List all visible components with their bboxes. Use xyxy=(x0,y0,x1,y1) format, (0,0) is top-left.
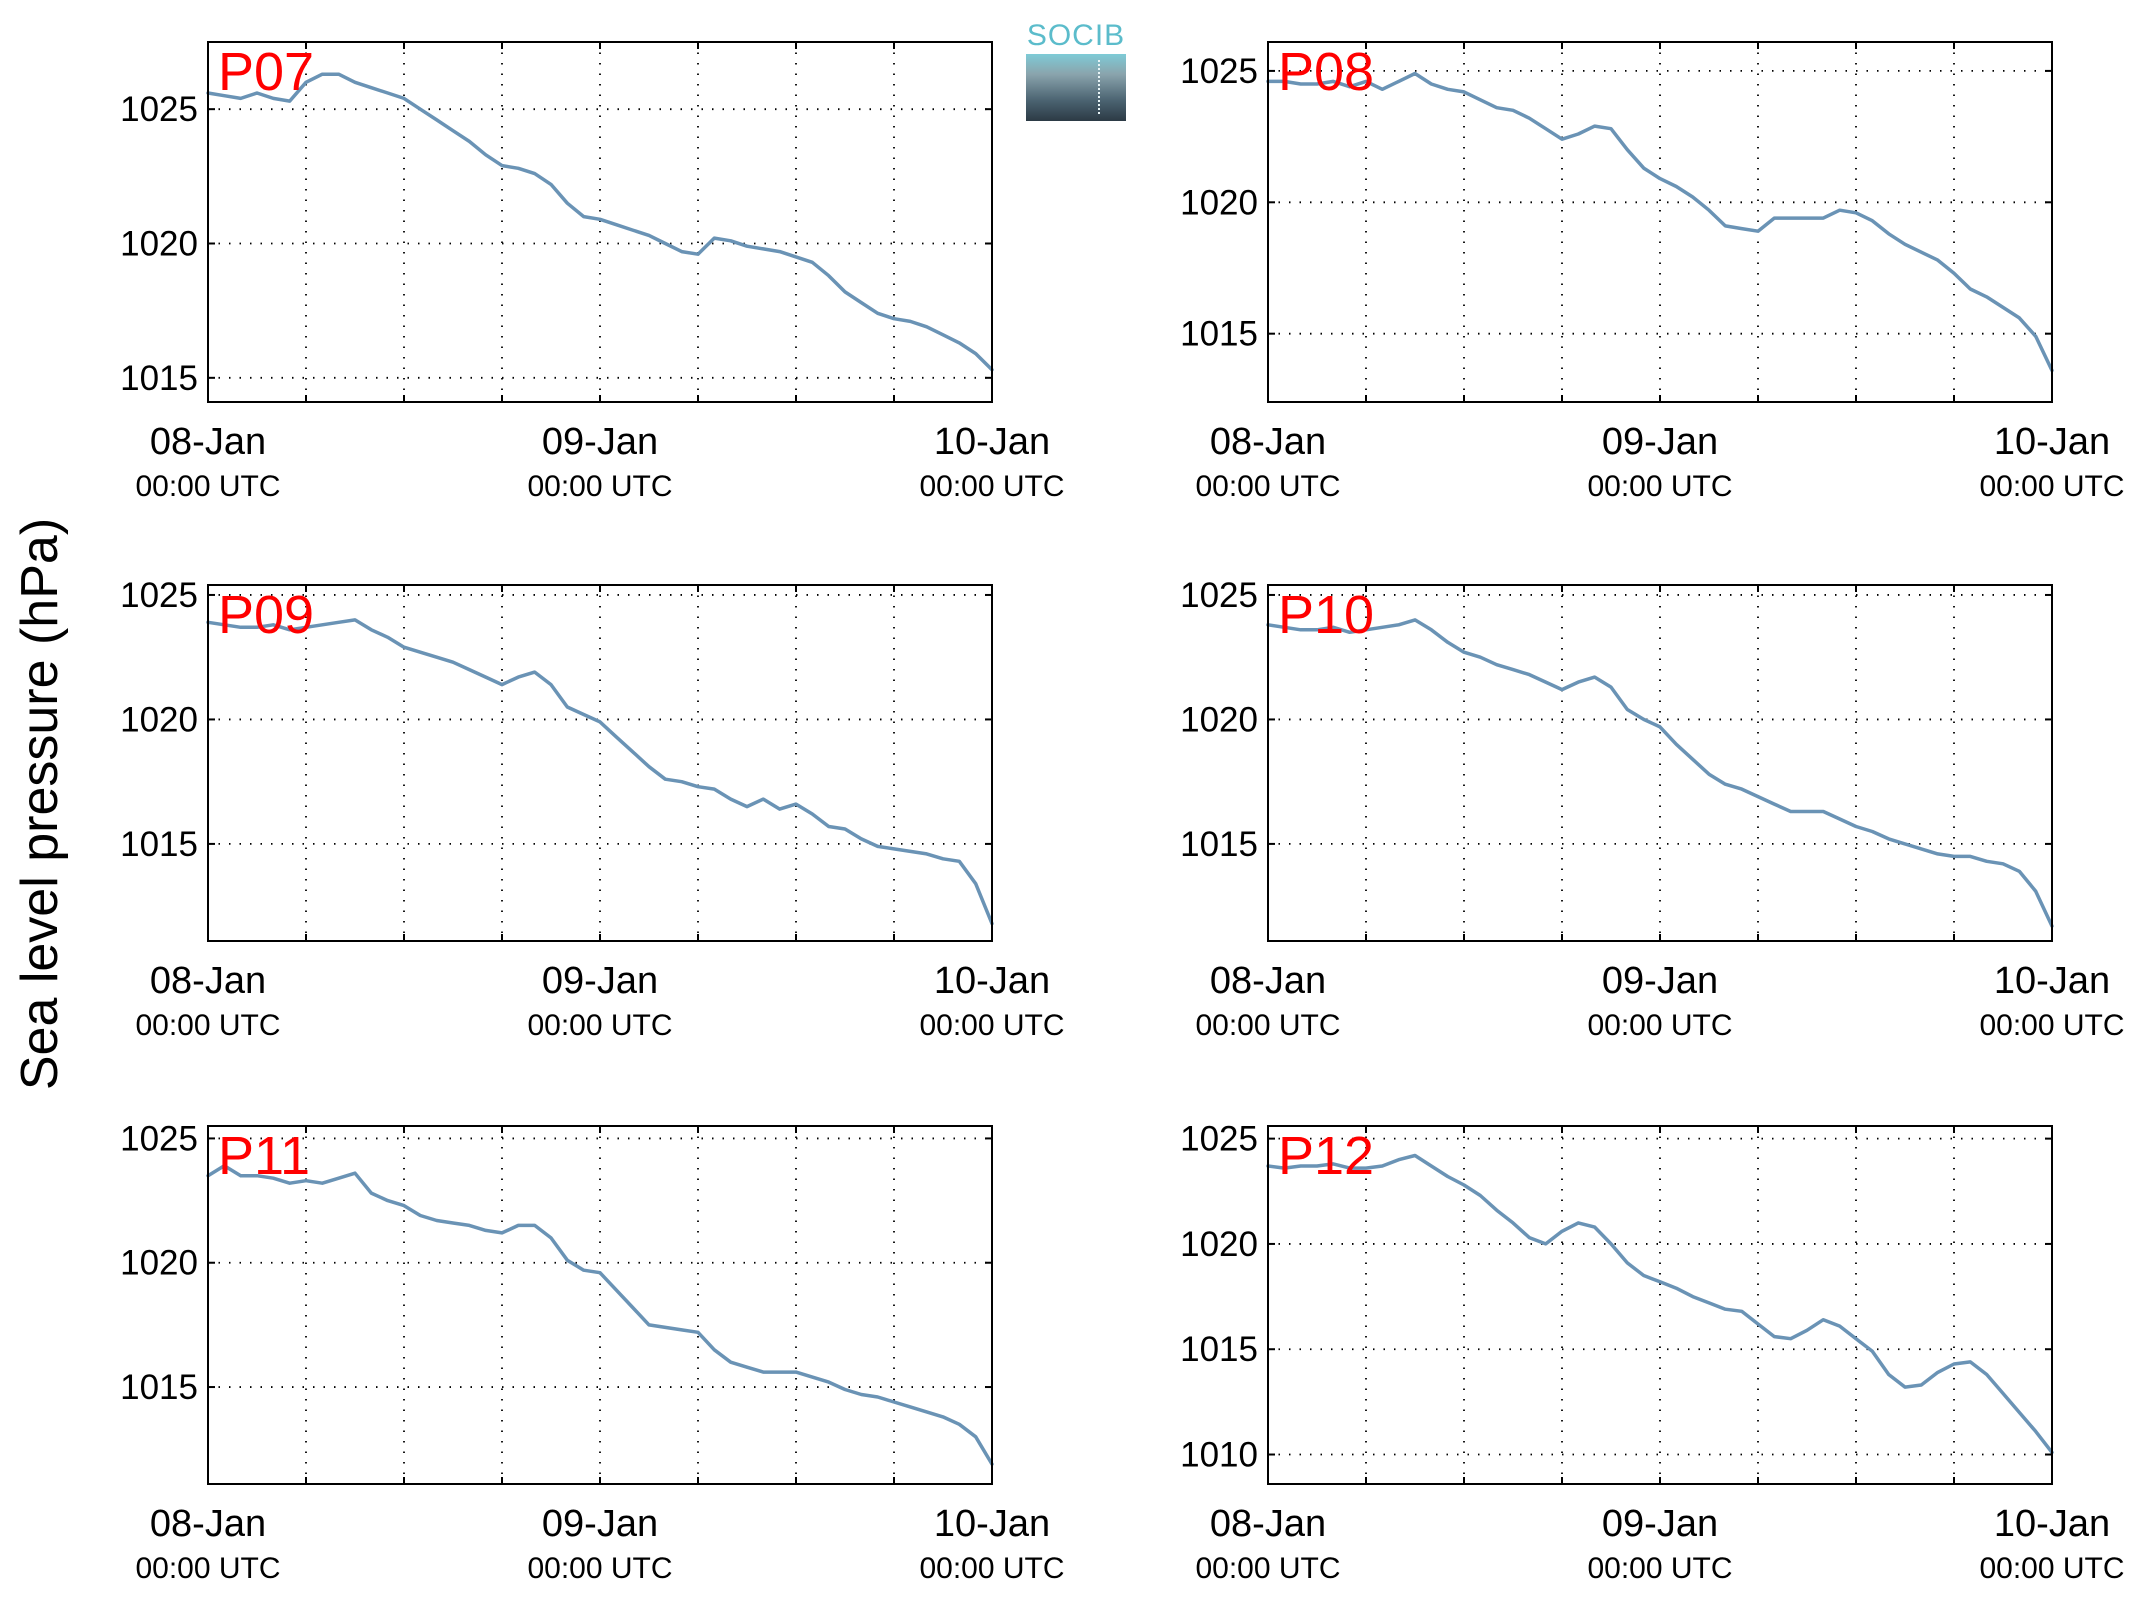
series-line-p12 xyxy=(1266,1153,2054,1455)
x-tick-label-p12: 08-Jan xyxy=(1210,1503,1326,1545)
series-line-p10 xyxy=(1266,618,2054,928)
station-label-p07: P07 xyxy=(218,42,314,102)
station-label-p08: P08 xyxy=(1278,42,1374,102)
x-tick-sublabel-p08: 00:00 UTC xyxy=(1979,470,2124,503)
x-tick-label-p11: 10-Jan xyxy=(934,1503,1050,1545)
y-tick-label-p11: 1015 xyxy=(120,1368,198,1407)
x-tick-sublabel-p07: 00:00 UTC xyxy=(135,470,280,503)
y-tick-label-p07: 1020 xyxy=(120,224,198,263)
x-tick-label-p08: 08-Jan xyxy=(1210,421,1326,463)
y-tick-label-p09: 1015 xyxy=(120,825,198,864)
x-tick-sublabel-p08: 00:00 UTC xyxy=(1195,470,1340,503)
x-tick-sublabel-p12: 00:00 UTC xyxy=(1979,1552,2124,1585)
logo-dash xyxy=(1098,60,1100,114)
x-tick-sublabel-p11: 00:00 UTC xyxy=(527,1552,672,1585)
x-tick-sublabel-p11: 00:00 UTC xyxy=(919,1552,1064,1585)
x-tick-sublabel-p10: 00:00 UTC xyxy=(1979,1009,2124,1042)
socib-logo: SOCIB xyxy=(1026,18,1126,121)
x-tick-sublabel-p09: 00:00 UTC xyxy=(527,1009,672,1042)
x-tick-label-p11: 08-Jan xyxy=(150,1503,266,1545)
logo-emblem xyxy=(1026,54,1126,121)
x-tick-sublabel-p08: 00:00 UTC xyxy=(1587,470,1732,503)
x-tick-label-p12: 10-Jan xyxy=(1994,1503,2110,1545)
x-tick-sublabel-p11: 00:00 UTC xyxy=(135,1552,280,1585)
y-tick-label-p07: 1015 xyxy=(120,359,198,398)
y-tick-label-p09: 1020 xyxy=(120,700,198,739)
x-tick-label-p12: 09-Jan xyxy=(1602,1503,1718,1545)
y-tick-label-p12: 1015 xyxy=(1180,1330,1258,1369)
series-line-p08 xyxy=(1266,71,2054,373)
y-axis-label-container: Sea level pressure (hPa) xyxy=(10,0,70,1608)
x-tick-sublabel-p09: 00:00 UTC xyxy=(919,1009,1064,1042)
y-tick-label-p12: 1020 xyxy=(1180,1225,1258,1264)
series-line-p07 xyxy=(206,72,994,372)
x-tick-label-p09: 10-Jan xyxy=(934,960,1050,1002)
x-tick-label-p09: 08-Jan xyxy=(150,960,266,1002)
x-tick-sublabel-p12: 00:00 UTC xyxy=(1195,1552,1340,1585)
x-tick-sublabel-p12: 00:00 UTC xyxy=(1587,1552,1732,1585)
y-axis-label: Sea level pressure (hPa) xyxy=(11,517,69,1091)
x-tick-label-p09: 09-Jan xyxy=(542,960,658,1002)
y-tick-label-p10: 1015 xyxy=(1180,825,1258,864)
station-label-p12: P12 xyxy=(1278,1126,1374,1186)
y-tick-label-p11: 1020 xyxy=(120,1244,198,1283)
x-tick-label-p11: 09-Jan xyxy=(542,1503,658,1545)
x-tick-label-p07: 08-Jan xyxy=(150,421,266,463)
y-tick-label-p08: 1025 xyxy=(1180,52,1258,91)
series-line-p09 xyxy=(206,618,994,926)
x-tick-sublabel-p10: 00:00 UTC xyxy=(1587,1009,1732,1042)
x-tick-label-p08: 09-Jan xyxy=(1602,421,1718,463)
x-tick-label-p08: 10-Jan xyxy=(1994,421,2110,463)
x-tick-label-p07: 10-Jan xyxy=(934,421,1050,463)
x-tick-label-p10: 08-Jan xyxy=(1210,960,1326,1002)
x-tick-label-p10: 09-Jan xyxy=(1602,960,1718,1002)
x-tick-label-p07: 09-Jan xyxy=(542,421,658,463)
x-tick-sublabel-p10: 00:00 UTC xyxy=(1195,1009,1340,1042)
series-line-p11 xyxy=(206,1164,994,1466)
x-tick-label-p10: 10-Jan xyxy=(1994,960,2110,1002)
y-tick-label-p11: 1025 xyxy=(120,1119,198,1158)
logo-text: SOCIB xyxy=(1026,19,1126,52)
y-tick-label-p10: 1025 xyxy=(1180,576,1258,615)
y-tick-label-p08: 1015 xyxy=(1180,315,1258,354)
y-tick-label-p10: 1020 xyxy=(1180,700,1258,739)
x-tick-sublabel-p07: 00:00 UTC xyxy=(527,470,672,503)
x-tick-sublabel-p09: 00:00 UTC xyxy=(135,1009,280,1042)
y-tick-label-p07: 1025 xyxy=(120,90,198,129)
x-tick-sublabel-p07: 00:00 UTC xyxy=(919,470,1064,503)
y-tick-label-p12: 1025 xyxy=(1180,1120,1258,1159)
station-label-p11: P11 xyxy=(218,1126,310,1186)
y-tick-label-p08: 1020 xyxy=(1180,183,1258,222)
station-label-p10: P10 xyxy=(1278,585,1374,645)
station-label-p09: P09 xyxy=(218,585,314,645)
y-tick-label-p09: 1025 xyxy=(120,576,198,615)
y-tick-label-p12: 1010 xyxy=(1180,1436,1258,1475)
